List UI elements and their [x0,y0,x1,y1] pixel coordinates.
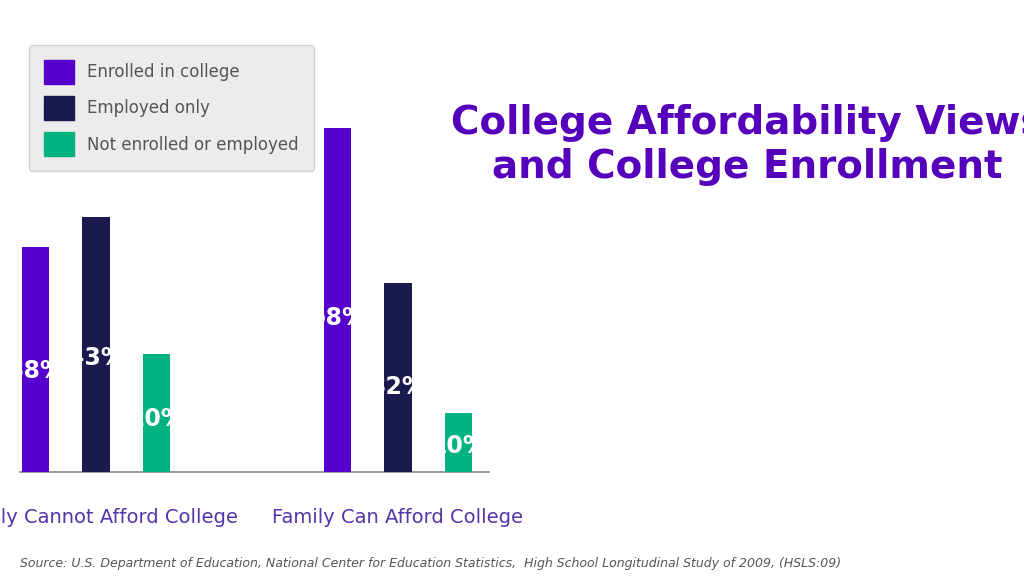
Bar [324,128,351,472]
Bar [444,413,472,472]
Text: Family Cannot Afford College: Family Cannot Afford College [0,508,238,527]
Bar [22,247,49,472]
Text: Source: U.S. Department of Education, National Center for Education Statistics, : Source: U.S. Department of Education, Na… [20,557,842,570]
Text: 20%: 20% [128,407,184,431]
Text: 43%: 43% [68,346,124,370]
Text: College Affordability Views
and College Enrollment: College Affordability Views and College … [452,104,1024,185]
Bar [142,354,170,472]
Bar [82,217,110,472]
Bar [384,283,412,472]
Text: Family Can Afford College: Family Can Afford College [272,508,523,527]
Legend: Enrolled in college, Employed only, Not enrolled or employed: Enrolled in college, Employed only, Not … [29,45,313,171]
Text: 38%: 38% [7,359,63,383]
Text: 58%: 58% [309,305,366,329]
Text: 32%: 32% [370,375,426,399]
Text: 10%: 10% [430,434,486,458]
